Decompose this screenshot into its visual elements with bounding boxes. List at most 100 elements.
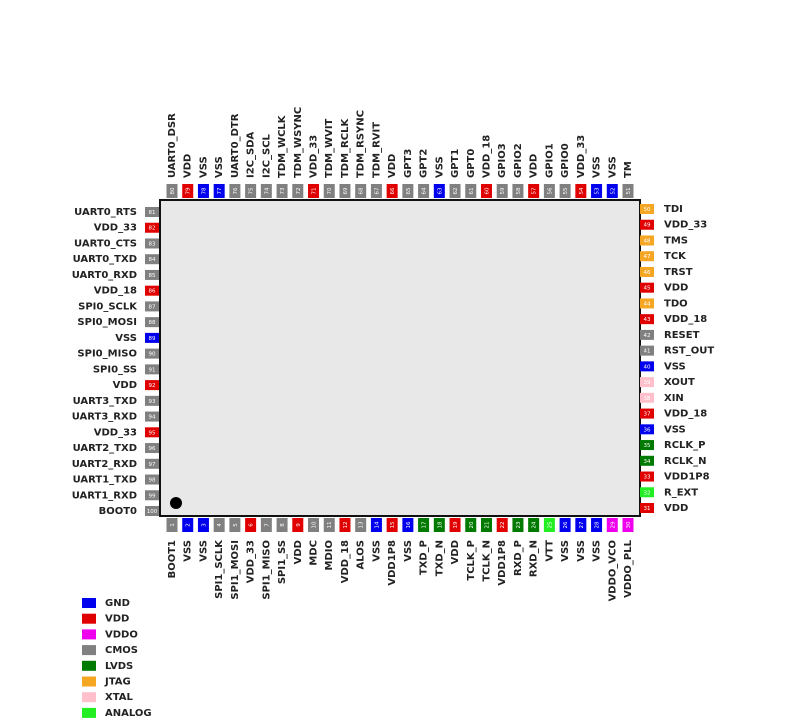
pin	[145, 348, 159, 359]
pin-number: 24	[532, 521, 538, 528]
pin	[182, 184, 194, 198]
pin-number: 38	[644, 396, 651, 402]
pin	[465, 518, 477, 532]
pin-label: MDC	[309, 540, 320, 566]
pin-number: 40	[644, 364, 651, 370]
pin-label: GPIO0	[560, 143, 571, 178]
pin-label: UART0_DTR	[230, 113, 241, 178]
pin-number: 71	[312, 188, 318, 195]
pin-label: VDD_18	[481, 135, 492, 178]
pin-label: VDD	[183, 154, 194, 178]
pin	[559, 518, 571, 532]
pin	[575, 184, 587, 198]
pin	[543, 518, 555, 532]
pin-label: UART3_TXD	[73, 396, 137, 407]
pin-label: VDD1P8	[497, 540, 508, 586]
pin-number: 12	[343, 522, 349, 529]
pin	[640, 487, 654, 498]
pin	[292, 518, 304, 532]
pin-number: 100	[147, 509, 158, 515]
pin-number: 50	[644, 207, 651, 213]
pin	[402, 518, 414, 532]
pin	[496, 184, 508, 198]
pin1-marker	[170, 497, 182, 509]
pin-number: 51	[626, 188, 632, 195]
pin-number: 11	[327, 522, 333, 529]
pin-number: 79	[186, 187, 192, 194]
pin	[640, 204, 654, 214]
pin	[640, 424, 654, 435]
legend-swatch	[82, 676, 96, 687]
pin	[292, 184, 304, 198]
pin-number: 37	[644, 412, 651, 418]
pin-number: 44	[644, 301, 651, 307]
pin-number: 92	[149, 383, 156, 389]
pin-number: 25	[547, 521, 553, 528]
pin-label: VDD_33	[576, 135, 587, 178]
pin	[145, 474, 159, 485]
pin	[640, 298, 654, 309]
pin	[622, 518, 634, 532]
pin-label: XIN	[664, 393, 684, 404]
pin-label: UART2_RXD	[72, 459, 137, 470]
pin-label: TDO	[664, 298, 688, 309]
pin-number: 30	[626, 521, 632, 528]
pin-label: VDD_18	[94, 286, 137, 297]
pin-label: XOUT	[664, 377, 695, 388]
pin-label: VSS	[592, 156, 603, 178]
pin-label: RXD_P	[513, 540, 524, 576]
pin-number: 95	[149, 430, 156, 436]
pin-number: 72	[296, 188, 302, 195]
pin-label: VTT	[544, 540, 555, 562]
pin-label: TDM_WSYNC	[293, 107, 304, 178]
pin-label: TMS	[664, 235, 688, 246]
pin	[339, 518, 351, 532]
pin-number: 22	[500, 522, 506, 529]
pin-label: SPI0_SS	[93, 364, 137, 375]
pin	[640, 251, 654, 262]
pin-label: VSS	[592, 540, 603, 562]
pin	[640, 235, 654, 246]
pin-number: 63	[437, 187, 443, 194]
pin-label: UART1_RXD	[72, 490, 137, 501]
pin-label: TCLK_N	[481, 540, 492, 582]
pin	[402, 184, 414, 198]
pin	[465, 184, 477, 198]
pin-number: 58	[516, 187, 522, 194]
pin-number: 75	[249, 187, 255, 194]
pin-number: 20	[469, 521, 475, 528]
pin-label: VSS	[403, 540, 414, 562]
pin-number: 32	[644, 490, 651, 496]
pin-label: RCLK_P	[664, 440, 706, 451]
pin	[386, 518, 398, 532]
pin	[308, 184, 320, 198]
pin-label: VSS	[214, 156, 225, 178]
pin-label: VDDO_PLL	[623, 539, 634, 598]
pin-number: 29	[610, 521, 616, 528]
pin-number: 57	[532, 187, 538, 194]
legend-swatch	[82, 613, 96, 624]
legend-swatch	[82, 660, 96, 671]
pin-label: MDIO	[324, 540, 335, 570]
pin-label: TM	[623, 161, 634, 178]
legend-label: LVDS	[105, 661, 133, 672]
pin	[145, 506, 159, 516]
pin-number: 17	[422, 521, 428, 528]
pin-number: 7	[264, 523, 270, 527]
pin-number: 52	[610, 188, 616, 195]
pin	[197, 184, 209, 198]
pin-label: GPT1	[450, 149, 461, 178]
pin-label: VDD_18	[340, 540, 351, 583]
pin-label: VDD1P8	[387, 540, 398, 586]
pin	[145, 222, 159, 233]
pin-label: RST_OUT	[664, 346, 714, 357]
pin	[276, 184, 288, 198]
pin-number: 62	[453, 188, 459, 195]
pin-label: VSS	[434, 156, 445, 178]
pin-label: SPI0_SCLK	[78, 301, 138, 312]
pin-number: 27	[579, 521, 585, 528]
pin-number: 33	[644, 475, 651, 481]
legend-label: GND	[105, 598, 130, 609]
pin-label: VSS	[183, 540, 194, 562]
pin	[145, 207, 159, 217]
